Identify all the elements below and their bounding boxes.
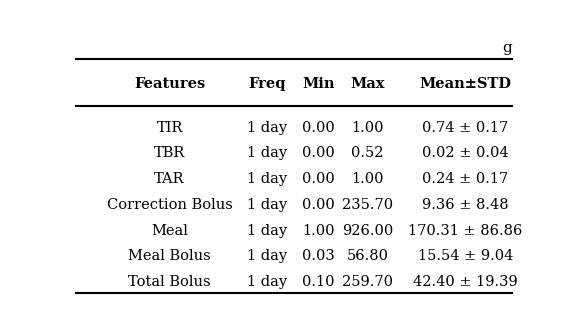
Text: Meal: Meal xyxy=(151,224,188,238)
Text: 1 day: 1 day xyxy=(247,198,288,212)
Text: g: g xyxy=(502,41,512,55)
Text: TBR: TBR xyxy=(154,146,185,160)
Text: Max: Max xyxy=(350,78,385,91)
Text: 170.31 ± 86.86: 170.31 ± 86.86 xyxy=(408,224,523,238)
Text: 0.10: 0.10 xyxy=(302,275,335,289)
Text: TIR: TIR xyxy=(157,121,183,135)
Text: Min: Min xyxy=(302,78,335,91)
Text: 0.74 ± 0.17: 0.74 ± 0.17 xyxy=(422,121,509,135)
Text: Meal Bolus: Meal Bolus xyxy=(128,250,211,264)
Text: 0.00: 0.00 xyxy=(302,198,335,212)
Text: 1.00: 1.00 xyxy=(302,224,335,238)
Text: Mean±STD: Mean±STD xyxy=(420,78,511,91)
Text: 1 day: 1 day xyxy=(247,146,288,160)
Text: TAR: TAR xyxy=(154,172,185,186)
Text: 42.40 ± 19.39: 42.40 ± 19.39 xyxy=(413,275,518,289)
Text: Total Bolus: Total Bolus xyxy=(129,275,211,289)
Text: 1 day: 1 day xyxy=(247,172,288,186)
Text: 0.24 ± 0.17: 0.24 ± 0.17 xyxy=(422,172,509,186)
Text: 0.00: 0.00 xyxy=(302,146,335,160)
Text: 259.70: 259.70 xyxy=(342,275,393,289)
Text: Correction Bolus: Correction Bolus xyxy=(107,198,232,212)
Text: Features: Features xyxy=(134,78,205,91)
Text: 1 day: 1 day xyxy=(247,224,288,238)
Text: 0.02 ± 0.04: 0.02 ± 0.04 xyxy=(422,146,509,160)
Text: 0.03: 0.03 xyxy=(302,250,335,264)
Text: 235.70: 235.70 xyxy=(342,198,393,212)
Text: 1 day: 1 day xyxy=(247,250,288,264)
Text: 15.54 ± 9.04: 15.54 ± 9.04 xyxy=(418,250,513,264)
Text: 1.00: 1.00 xyxy=(351,172,384,186)
Text: 1.00: 1.00 xyxy=(351,121,384,135)
Text: 1 day: 1 day xyxy=(247,121,288,135)
Text: 1 day: 1 day xyxy=(247,275,288,289)
Text: 0.00: 0.00 xyxy=(302,172,335,186)
Text: Freq: Freq xyxy=(249,78,286,91)
Text: 0.52: 0.52 xyxy=(351,146,384,160)
Text: 9.36 ± 8.48: 9.36 ± 8.48 xyxy=(422,198,509,212)
Text: 56.80: 56.80 xyxy=(347,250,389,264)
Text: 0.00: 0.00 xyxy=(302,121,335,135)
Text: 926.00: 926.00 xyxy=(342,224,393,238)
